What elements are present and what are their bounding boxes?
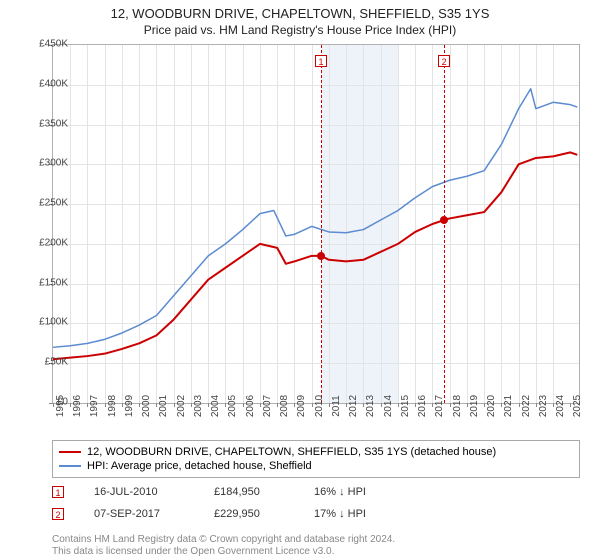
sale-marker-icon: 2 [52, 508, 64, 520]
y-axis-label: £350K [24, 118, 68, 129]
legend-swatch [59, 451, 81, 453]
y-axis-label: £450K [24, 39, 68, 50]
tick [260, 403, 261, 407]
x-axis-label: 1996 [72, 395, 83, 417]
x-axis-label: 1997 [89, 395, 100, 417]
sale-row: 1 16-JUL-2010 £184,950 16% ↓ HPI [52, 486, 580, 498]
tick [312, 403, 313, 407]
legend-item: HPI: Average price, detached house, Shef… [59, 459, 573, 473]
tick [450, 403, 451, 407]
x-axis-label: 2025 [572, 395, 583, 417]
y-axis-label: £50K [24, 357, 68, 368]
sale-diff: 17% ↓ HPI [314, 508, 434, 520]
x-axis-label: 2013 [365, 395, 376, 417]
tick [398, 403, 399, 407]
x-axis-label: 2012 [348, 395, 359, 417]
tick [536, 403, 537, 407]
tick [381, 403, 382, 407]
tick [122, 403, 123, 407]
sale-date: 16-JUL-2010 [94, 486, 214, 498]
tick [415, 403, 416, 407]
x-axis-label: 1995 [55, 395, 66, 417]
x-axis-label: 1999 [124, 395, 135, 417]
legend-item: 12, WOODBURN DRIVE, CHAPELTOWN, SHEFFIEL… [59, 445, 573, 459]
x-axis-label: 2008 [279, 395, 290, 417]
x-axis-label: 2007 [262, 395, 273, 417]
sale-row: 2 07-SEP-2017 £229,950 17% ↓ HPI [52, 508, 580, 520]
chart-container: 12, WOODBURN DRIVE, CHAPELTOWN, SHEFFIEL… [0, 0, 600, 560]
x-axis-label: 2024 [555, 395, 566, 417]
x-axis-label: 2015 [400, 395, 411, 417]
sale-dot [440, 216, 448, 224]
title-sub: Price paid vs. HM Land Registry's House … [0, 21, 600, 37]
sale-diff: 16% ↓ HPI [314, 486, 434, 498]
x-axis-label: 2009 [296, 395, 307, 417]
y-axis-label: £150K [24, 277, 68, 288]
tick [105, 403, 106, 407]
tick [553, 403, 554, 407]
x-axis-label: 2000 [141, 395, 152, 417]
event-marker-icon: 1 [315, 55, 327, 67]
tick [191, 403, 192, 407]
legend-label: HPI: Average price, detached house, Shef… [87, 460, 312, 472]
x-axis-label: 2020 [486, 395, 497, 417]
sale-marker-icon: 1 [52, 486, 64, 498]
y-axis-label: £200K [24, 237, 68, 248]
x-axis-label: 2016 [417, 395, 428, 417]
x-axis-label: 2006 [245, 395, 256, 417]
event-vline [321, 45, 322, 403]
tick [329, 403, 330, 407]
x-axis-label: 2014 [383, 395, 394, 417]
tick [243, 403, 244, 407]
sale-dot [317, 252, 325, 260]
sale-price: £184,950 [214, 486, 314, 498]
chart-svg [53, 45, 579, 403]
sale-date: 07-SEP-2017 [94, 508, 214, 520]
y-axis-label: £300K [24, 158, 68, 169]
x-axis-label: 2004 [210, 395, 221, 417]
y-axis-label: £400K [24, 78, 68, 89]
x-axis-label: 2021 [503, 395, 514, 417]
legend: 12, WOODBURN DRIVE, CHAPELTOWN, SHEFFIEL… [52, 440, 580, 478]
sale-price: £229,950 [214, 508, 314, 520]
chart-plot-area: 12 [52, 44, 580, 404]
x-axis-label: 2003 [193, 395, 204, 417]
tick [484, 403, 485, 407]
x-axis-label: 2022 [521, 395, 532, 417]
x-axis-label: 2011 [331, 395, 342, 417]
y-axis-label: £250K [24, 198, 68, 209]
title-main: 12, WOODBURN DRIVE, CHAPELTOWN, SHEFFIEL… [0, 0, 600, 21]
footer-line: This data is licensed under the Open Gov… [52, 546, 334, 557]
tick [519, 403, 520, 407]
x-axis-label: 2023 [538, 395, 549, 417]
legend-label: 12, WOODBURN DRIVE, CHAPELTOWN, SHEFFIEL… [87, 446, 496, 458]
x-axis-label: 2017 [434, 395, 445, 417]
x-axis-label: 2019 [469, 395, 480, 417]
tick [174, 403, 175, 407]
x-axis-label: 2018 [452, 395, 463, 417]
x-axis-label: 1998 [107, 395, 118, 417]
series-hpi [53, 89, 577, 348]
footer-line: Contains HM Land Registry data © Crown c… [52, 534, 395, 545]
event-marker-icon: 2 [438, 55, 450, 67]
legend-swatch [59, 465, 81, 467]
x-axis-label: 2002 [176, 395, 187, 417]
footer-text: Contains HM Land Registry data © Crown c… [52, 534, 580, 558]
tick [467, 403, 468, 407]
x-axis-label: 2001 [158, 395, 169, 417]
y-axis-label: £100K [24, 317, 68, 328]
x-axis-label: 2005 [227, 395, 238, 417]
x-axis-label: 2010 [314, 395, 325, 417]
